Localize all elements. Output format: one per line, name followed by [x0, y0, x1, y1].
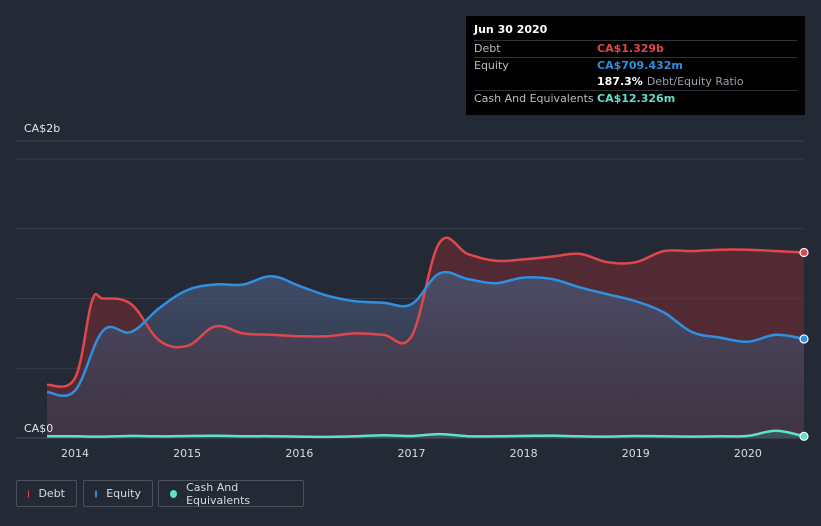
x-tick-label: 2016	[285, 447, 313, 460]
tooltip-label-debt: Debt	[474, 42, 501, 55]
tooltip-value-debt: CA$1.329b	[597, 42, 664, 55]
legend-label-equity: Equity	[106, 487, 141, 500]
tooltip-panel: Jun 30 2020 Debt CA$1.329b Equity CA$709…	[466, 16, 805, 115]
tooltip-label-cash: Cash And Equivalents	[474, 92, 594, 105]
legend-dot-equity	[95, 489, 98, 498]
tooltip-row-cash: Cash And Equivalents CA$12.326m	[474, 90, 797, 107]
tooltip-ratio-caption: Debt/Equity Ratio	[646, 75, 744, 88]
tooltip-row-equity: Equity CA$709.432m	[474, 57, 797, 74]
legend-item-cash[interactable]: Cash And Equivalents	[158, 480, 304, 507]
debt-series-line	[46, 236, 805, 388]
legend-item-debt[interactable]: Debt	[16, 480, 77, 507]
y-tick-label-bottom: CA$0	[24, 422, 53, 435]
x-tick-label: 2019	[622, 447, 650, 460]
x-tick-label: 2020	[734, 447, 762, 460]
x-tick-label: 2017	[397, 447, 425, 460]
x-axis-ticks: 2014 2015 2016 2017 2018 2019 2020	[61, 447, 762, 460]
tooltip-date: Jun 30 2020	[474, 23, 548, 36]
legend-label-cash: Cash And Equivalents	[186, 480, 251, 507]
cash-series-line	[47, 429, 805, 439]
cash-end-marker[interactable]	[799, 431, 809, 441]
x-tick-label: 2015	[173, 447, 201, 460]
tooltip-label-ratio	[474, 74, 597, 90]
legend-dot-cash	[170, 489, 178, 498]
x-tick-label: 2014	[61, 447, 89, 460]
tooltip-row-debt: Debt CA$1.329b	[474, 40, 797, 57]
tooltip-label-equity: Equity	[474, 59, 509, 72]
x-tick-label: 2018	[510, 447, 538, 460]
legend-item-equity[interactable]: Equity	[83, 480, 153, 507]
tooltip-value-ratio: 187.3%	[597, 75, 643, 88]
equity-end-marker[interactable]	[799, 334, 809, 344]
legend-label-debt: Debt	[38, 487, 65, 500]
legend-dot-debt	[28, 489, 30, 498]
equity-area	[47, 272, 804, 438]
tooltip-value-equity: CA$709.432m	[597, 59, 683, 72]
equity-series-line	[46, 270, 805, 398]
tooltip-value-cash: CA$12.326m	[597, 92, 676, 105]
debt-end-marker[interactable]	[799, 247, 809, 258]
tooltip-row-ratio: 187.3% Debt/Equity Ratio	[474, 74, 797, 90]
y-tick-label-top: CA$2b	[24, 122, 60, 135]
